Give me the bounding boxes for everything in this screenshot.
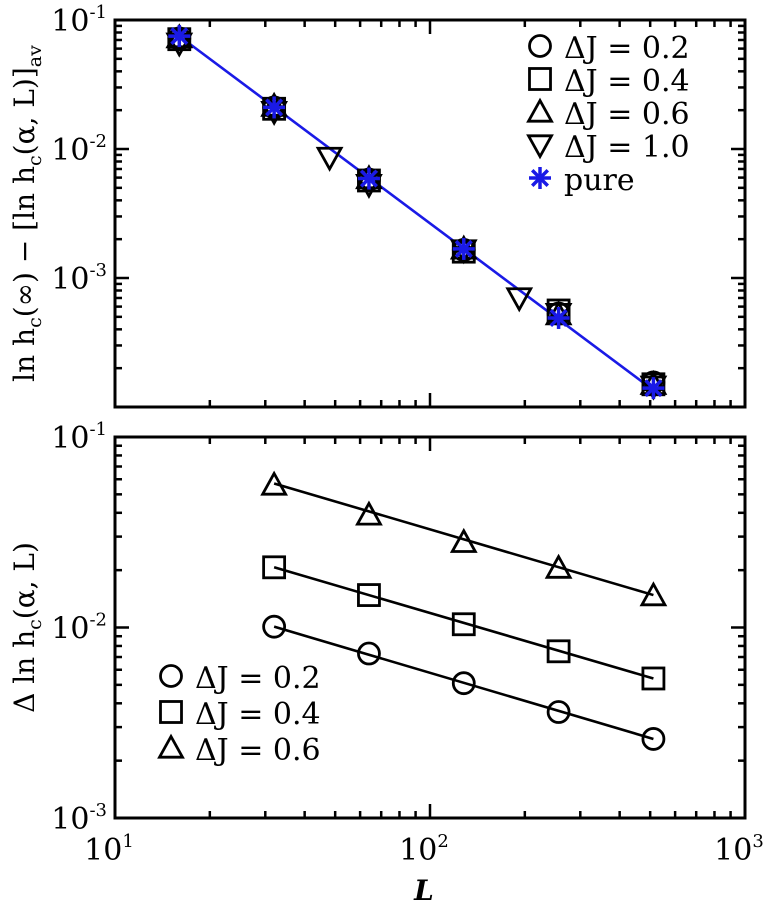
legend-marker [529, 167, 551, 189]
legend-label: ΔJ = 1.0 [564, 130, 690, 165]
legend-label: pure [564, 163, 635, 198]
x-axis-label: L [413, 874, 434, 907]
y-tick-label: 10-3 [51, 800, 107, 837]
series [262, 614, 666, 751]
series [262, 555, 666, 691]
y-axis-label: ln hc(∞) − [ln hc(α, L)]av [8, 45, 46, 382]
legend-label: ΔJ = 0.4 [195, 697, 321, 732]
legend-marker [159, 700, 183, 724]
legend-marker [526, 97, 554, 123]
x-tick-label: 101 [84, 831, 134, 868]
fit-line [273, 625, 654, 741]
data-point [547, 306, 570, 329]
series [260, 470, 668, 607]
data-point [639, 581, 668, 607]
data-point [262, 614, 287, 639]
plot-frame [113, 18, 747, 409]
data-point [357, 167, 380, 190]
data-point [544, 553, 573, 579]
data-point [544, 302, 573, 328]
x-tick-label: 102 [399, 831, 449, 868]
data-point [505, 287, 534, 313]
data-point [451, 612, 476, 637]
data-point [357, 641, 381, 666]
y-tick-label: 10-1 [51, 419, 107, 456]
y-axis-label: Δ ln hc(α, L) [8, 542, 46, 713]
fit-line [273, 566, 654, 680]
top-panel: 10-1 10-2 10-3ln hc(∞) − [ln hc(α, L)]av ΔJ… [8, 2, 747, 409]
data-point [262, 555, 287, 580]
legend-marker [528, 67, 552, 91]
data-point [315, 146, 344, 172]
legend-marker [159, 664, 183, 688]
data-point [451, 671, 476, 696]
y-tick-label: 10-2 [51, 131, 107, 168]
plot-area [165, 23, 668, 401]
data-point [546, 700, 571, 724]
data-point [546, 639, 571, 664]
legend: ΔJ = 0.2ΔJ = 0.4ΔJ = 0.6 [157, 661, 321, 768]
fit-line [178, 35, 655, 392]
plot-area [260, 470, 668, 751]
plot-frame [113, 435, 747, 820]
legend-label: ΔJ = 0.6 [564, 97, 690, 132]
data-point [355, 500, 383, 526]
legend-label: ΔJ = 0.2 [564, 31, 690, 66]
data-point [260, 470, 289, 496]
legend-label: ΔJ = 0.6 [195, 733, 321, 768]
fit-line [273, 482, 654, 597]
y-tick-label: 10-3 [51, 260, 107, 297]
y-tick-label: 10-1 [51, 2, 107, 39]
x-tick-label: 103 [714, 831, 764, 868]
data-point [642, 377, 665, 400]
data-point [641, 666, 666, 691]
data-point [641, 727, 666, 751]
legend-marker [157, 733, 185, 759]
series [168, 25, 665, 400]
data-point [357, 583, 381, 607]
legend-label: ΔJ = 0.2 [195, 661, 321, 696]
legend-marker [526, 134, 554, 160]
y-tick-label: 10-2 [51, 610, 107, 647]
legend-label: ΔJ = 0.4 [564, 64, 690, 99]
data-point [449, 527, 478, 553]
legend-marker [528, 34, 552, 58]
data-point [452, 237, 475, 260]
data-point [263, 96, 286, 119]
data-point [168, 25, 191, 48]
